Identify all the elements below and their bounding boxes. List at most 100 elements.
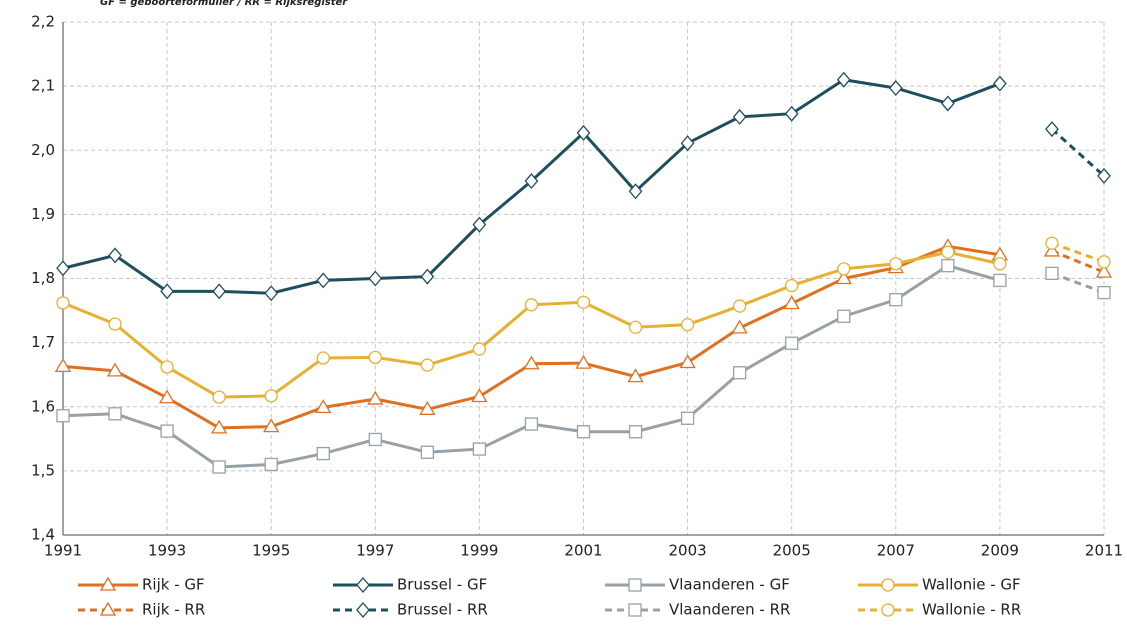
point	[1097, 167, 1111, 184]
y-tick-label: 1,6	[31, 397, 55, 415]
point	[264, 457, 278, 472]
point	[627, 368, 644, 383]
point	[1043, 242, 1061, 257]
legend-label: Rijk - GF	[142, 576, 205, 594]
point	[99, 601, 117, 616]
legend-label: Brussel - RR	[397, 601, 488, 619]
point	[106, 362, 124, 377]
point	[420, 268, 435, 285]
point	[108, 247, 122, 264]
point	[316, 446, 330, 461]
point	[733, 299, 747, 313]
series-line	[1050, 127, 1106, 178]
series-line	[1051, 271, 1105, 295]
point	[368, 350, 382, 365]
point	[472, 342, 487, 356]
point	[628, 183, 643, 200]
point	[888, 80, 903, 97]
point	[889, 293, 903, 307]
point	[836, 71, 851, 88]
point	[575, 354, 592, 369]
point	[56, 260, 70, 277]
point	[941, 259, 955, 273]
point	[628, 425, 643, 439]
y-tick-label: 1,9	[31, 205, 55, 223]
point	[733, 366, 747, 380]
series-line	[62, 244, 1001, 430]
x-tick-label: 2003	[669, 542, 707, 560]
x-tick-label: 2005	[773, 542, 811, 560]
point	[160, 360, 174, 374]
point	[993, 257, 1007, 271]
point	[732, 108, 747, 125]
point	[419, 401, 436, 415]
y-tick-label: 2,0	[31, 141, 55, 159]
point	[212, 460, 226, 474]
y-tick-label: 2,2	[31, 13, 55, 31]
y-tick-label: 2,1	[31, 77, 55, 95]
point	[56, 409, 70, 423]
point	[99, 576, 117, 591]
point	[212, 390, 226, 404]
point	[785, 336, 799, 350]
x-tick-label: 1995	[252, 542, 290, 560]
point	[889, 257, 903, 271]
point	[264, 389, 278, 403]
x-tick-label: 1999	[460, 542, 498, 560]
point	[524, 173, 539, 190]
point	[212, 283, 227, 300]
point	[784, 105, 799, 122]
point	[1097, 255, 1111, 269]
point	[356, 602, 370, 618]
point	[160, 283, 174, 300]
series-line	[1051, 241, 1105, 264]
point	[837, 309, 851, 323]
point	[881, 578, 895, 592]
legend-label: Vlaanderen - GF	[669, 576, 790, 594]
point	[523, 355, 540, 370]
series-line	[1051, 249, 1105, 274]
legend-label: Wallonie - GF	[922, 576, 1021, 594]
point	[356, 577, 370, 593]
point	[679, 354, 696, 369]
point	[160, 424, 174, 438]
point	[680, 318, 695, 332]
y-tick-label: 1,5	[31, 461, 55, 479]
chart-subtitle: GF = geboorteformulier / RR = Rijksregis…	[100, 0, 348, 8]
point	[368, 432, 382, 447]
point	[158, 389, 176, 404]
point	[628, 320, 643, 334]
point	[471, 388, 488, 403]
point	[1097, 285, 1111, 300]
legend-label: Wallonie - RR	[922, 601, 1021, 619]
y-tick-label: 1,8	[31, 269, 55, 287]
point	[940, 95, 955, 112]
point	[316, 351, 330, 365]
point	[108, 407, 122, 421]
point	[368, 270, 383, 287]
point	[1045, 236, 1059, 250]
x-tick-label: 1993	[148, 542, 186, 560]
legend-label: Brussel - GF	[397, 576, 487, 594]
point	[524, 417, 539, 431]
point	[264, 285, 279, 302]
point	[628, 578, 642, 592]
point	[576, 425, 591, 439]
point	[472, 442, 487, 456]
point	[1045, 266, 1059, 281]
legend-label: Rijk - RR	[142, 601, 205, 619]
y-tick-label: 1,7	[31, 333, 55, 351]
point	[108, 317, 122, 331]
point	[472, 216, 487, 233]
point	[263, 418, 280, 433]
point	[316, 272, 331, 289]
x-tick-label: 2001	[564, 542, 602, 560]
point	[941, 245, 955, 259]
point	[576, 124, 591, 141]
point	[680, 135, 695, 152]
point	[835, 270, 852, 285]
point	[420, 445, 435, 459]
x-tick-label: 1991	[44, 542, 82, 560]
